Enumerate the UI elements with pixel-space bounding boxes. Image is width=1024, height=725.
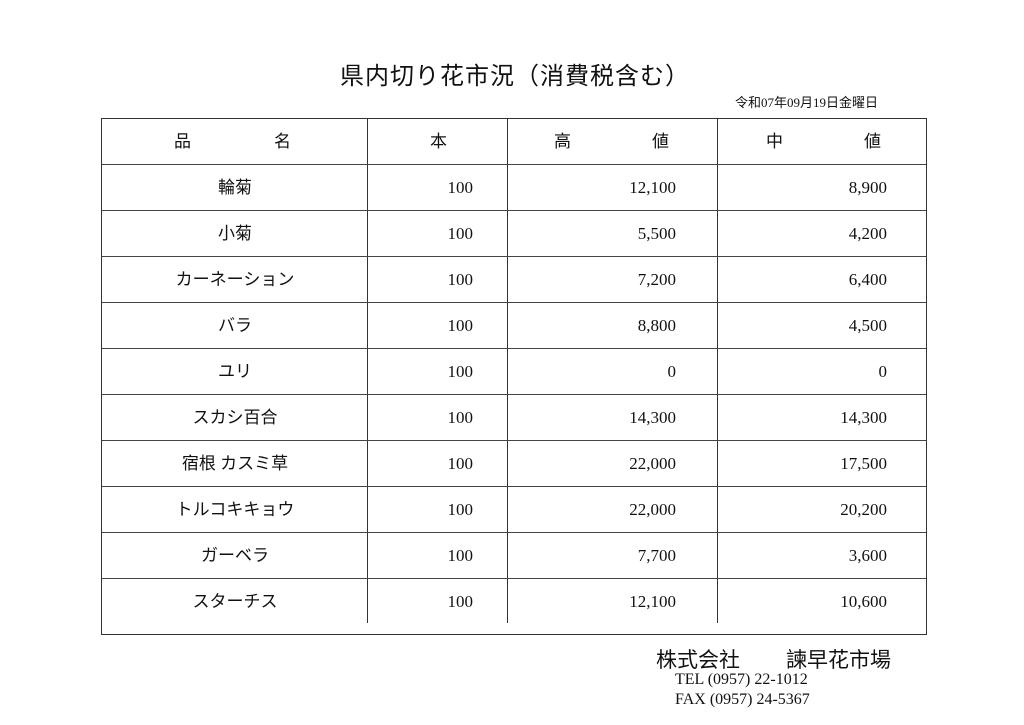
item-mid-price: 6,400 xyxy=(848,270,887,289)
report-date: 令和07年09月19日金曜日 xyxy=(734,95,878,110)
item-mid-price: 8,900 xyxy=(848,178,887,197)
column-divider xyxy=(717,119,718,623)
item-mid-price: 17,500 xyxy=(840,454,887,473)
item-qty: 100 xyxy=(447,224,474,243)
item-high-price: 14,300 xyxy=(629,408,676,427)
item-name: スカシ百合 xyxy=(192,408,278,427)
item-name: バラ xyxy=(218,316,252,335)
company-name: 株式会社 諫早花市場 xyxy=(656,644,891,674)
item-mid-price: 10,600 xyxy=(840,592,887,611)
table-row: スカシ百合 100 14,300 14,300 xyxy=(102,395,926,441)
item-qty: 100 xyxy=(447,546,474,565)
item-qty: 100 xyxy=(447,592,474,611)
item-qty: 100 xyxy=(447,362,474,381)
item-mid-price: 3,600 xyxy=(848,546,887,565)
table-row: 小菊 100 5,500 4,200 xyxy=(102,211,926,257)
table-row: カーネーション 100 7,200 6,400 xyxy=(102,257,926,303)
item-qty: 100 xyxy=(447,408,474,427)
header-qty: 本 xyxy=(430,132,447,151)
column-divider xyxy=(367,119,368,623)
contact-info: TEL (0957) 22-1012 FAX (0957) 24-5367 xyxy=(675,670,810,710)
column-divider xyxy=(507,119,508,623)
item-mid-price: 14,300 xyxy=(840,408,887,427)
fax-number: FAX (0957) 24-5367 xyxy=(675,691,810,708)
page-title: 県内切り花市況（消費税含む） xyxy=(340,64,690,90)
item-name: カーネーション xyxy=(175,270,295,289)
item-high-price: 12,100 xyxy=(629,178,676,197)
header-high-2: 値 xyxy=(652,132,669,151)
tel-number: TEL (0957) 22-1012 xyxy=(675,671,808,688)
company-type: 株式会社 xyxy=(656,648,740,672)
table-row: トルコキキョウ 100 22,000 20,200 xyxy=(102,487,926,533)
item-name: 宿根 カスミ草 xyxy=(181,454,289,473)
item-name: 輪菊 xyxy=(218,178,252,197)
item-high-price: 12,100 xyxy=(629,592,676,611)
item-name: スターチス xyxy=(192,592,278,611)
item-name: ガーベラ xyxy=(201,546,269,565)
item-mid-price: 0 xyxy=(878,362,888,381)
item-qty: 100 xyxy=(447,316,474,335)
table-row: スターチス 100 12,100 10,600 xyxy=(102,579,926,625)
item-name: 小菊 xyxy=(218,224,252,243)
table-header: 品 名 本 高 値 中 値 xyxy=(102,119,926,165)
table-row: 輪菊 100 12,100 8,900 xyxy=(102,165,926,211)
item-qty: 100 xyxy=(447,500,474,519)
market-name: 諫早花市場 xyxy=(786,648,891,672)
item-high-price: 5,500 xyxy=(637,224,676,243)
item-mid-price: 20,200 xyxy=(840,500,887,519)
item-high-price: 8,800 xyxy=(637,316,676,335)
item-high-price: 22,000 xyxy=(629,454,676,473)
item-name: トルコキキョウ xyxy=(175,500,295,519)
header-name-2: 名 xyxy=(274,132,291,151)
item-name: ユリ xyxy=(218,362,252,381)
header-high-1: 高 xyxy=(554,132,571,151)
item-qty: 100 xyxy=(447,178,474,197)
item-qty: 100 xyxy=(447,270,474,289)
header-name-1: 品 xyxy=(174,132,191,151)
table-row: 宿根 カスミ草 100 22,000 17,500 xyxy=(102,441,926,487)
item-high-price: 7,700 xyxy=(637,546,676,565)
item-qty: 100 xyxy=(447,454,474,473)
market-price-table: 品 名 本 高 値 中 値 輪菊 100 12,100 8,900 小菊 100 5,500… xyxy=(101,118,927,635)
item-high-price: 7,200 xyxy=(637,270,676,289)
item-high-price: 22,000 xyxy=(629,500,676,519)
table-row: ユリ 100 0 0 xyxy=(102,349,926,395)
item-mid-price: 4,200 xyxy=(848,224,887,243)
item-high-price: 0 xyxy=(667,362,677,381)
table-row: バラ 100 8,800 4,500 xyxy=(102,303,926,349)
header-mid-2: 値 xyxy=(864,132,881,151)
table-row: ガーベラ 100 7,700 3,600 xyxy=(102,533,926,579)
item-mid-price: 4,500 xyxy=(848,316,887,335)
header-mid-1: 中 xyxy=(766,132,783,151)
